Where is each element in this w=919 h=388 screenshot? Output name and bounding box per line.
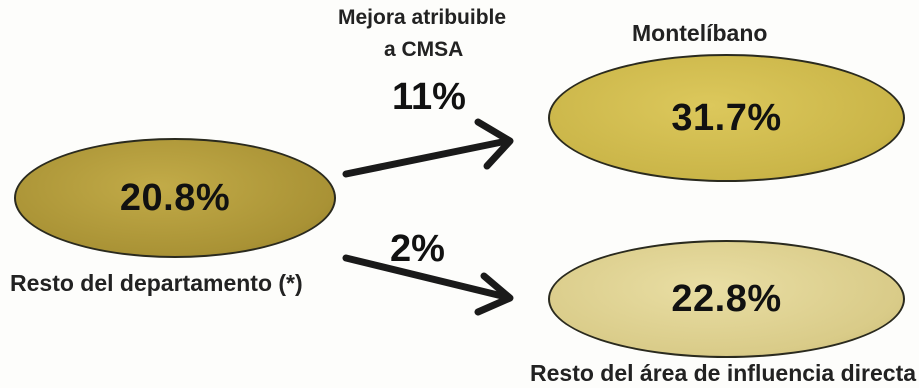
top-arrow-value: 11%	[392, 76, 466, 118]
bottom-arrow-value: 2%	[390, 228, 445, 270]
left-node-value: 20.8%	[119, 176, 231, 219]
bottom-right-node-ellipse: 22.8%	[548, 240, 905, 358]
top-arrow-caption-line2: a CMSA	[384, 38, 464, 61]
top-right-node-ellipse: 31.7%	[548, 54, 905, 182]
bottom-arrow-shaft	[342, 254, 506, 300]
top-right-node-value: 31.7%	[671, 96, 782, 139]
left-node-label: Resto del departamento (*)	[10, 270, 303, 296]
bottom-right-node-label: Resto del área de influencia directa	[530, 360, 917, 386]
bottom-right-node-value: 22.8%	[671, 277, 782, 320]
left-node-ellipse: 20.8%	[14, 138, 336, 258]
top-arrow-head	[474, 118, 514, 170]
bottom-arrow-head	[474, 272, 514, 316]
top-right-node-label: Montelíbano	[632, 20, 768, 46]
top-arrow	[342, 118, 514, 178]
top-arrow-shaft	[342, 138, 506, 178]
bottom-arrow	[342, 254, 514, 316]
top-arrow-caption-line1: Mejora atribuible	[338, 6, 507, 29]
